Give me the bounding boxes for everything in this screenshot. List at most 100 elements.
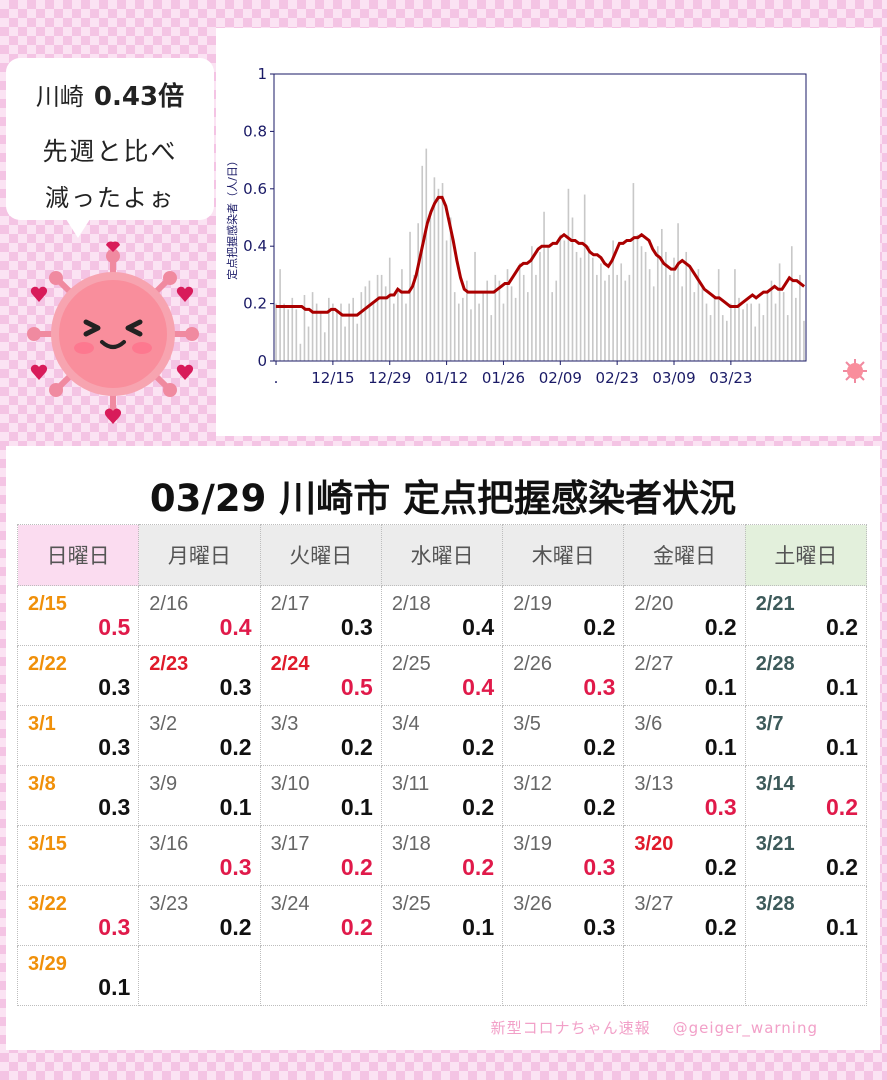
moving-average-line (275, 195, 806, 317)
calendar-cell: 3/26 0.3 (502, 885, 625, 946)
bar (738, 297, 740, 361)
calendar-body: 2/15 0.5 2/16 0.4 2/17 0.3 2/18 0.4 2/19 0.2 2/20 0… (16, 585, 868, 1006)
cell-date: 3/10 (270, 773, 310, 795)
calendar-cell: 3/9 0.1 (138, 765, 261, 826)
bar (795, 297, 797, 361)
bar (336, 309, 338, 361)
calendar-cell: 2/15 0.5 (16, 585, 140, 646)
cell-date: 3/5 (513, 713, 541, 735)
virus-mascot-icon (27, 241, 199, 424)
bar (587, 246, 590, 361)
cell-date: 3/21 (755, 833, 795, 855)
cell-date: 3/8 (28, 773, 56, 795)
cell-date: 2/15 (28, 593, 67, 615)
bar (372, 303, 375, 361)
calendar-cell (380, 945, 504, 1006)
infection-chart: 0 0.2 0.4 0.6 0.8 1 . 12/15 12/29 01/12 01/26 02/0… (225, 65, 807, 387)
cell-value: 0.2 (704, 854, 737, 880)
x-tick-label: 03/09 (652, 369, 695, 387)
calendar-cell: 3/5 0.2 (502, 705, 625, 766)
x-tick-label: . (274, 369, 279, 387)
bar (681, 286, 683, 361)
cell-date: 3/27 (634, 893, 674, 915)
bubble-line-compare: 先週と比べ (42, 137, 178, 166)
bar (417, 223, 419, 361)
cell-value: 0.2 (583, 734, 616, 760)
calendar-week: 2/15 0.5 2/16 0.4 2/17 0.3 2/18 0.4 2/19 0.2 2/20 0… (16, 585, 868, 646)
twitter-handle: @geiger_warning (672, 1019, 818, 1037)
calendar-cell: 2/23 0.3 (138, 645, 261, 706)
bubble-line-ratio: 川崎 0.43倍 (8, 76, 212, 113)
bar (803, 320, 805, 361)
bar (730, 303, 732, 361)
bar (510, 286, 513, 361)
cell-date: 3/16 (149, 833, 189, 855)
cell-value: 0.2 (462, 854, 495, 880)
calendar-table: 日曜日 月曜日 火曜日 水曜日 木曜日 金曜日 土曜日 2/15 0.5 2/16 0.4 2/17… (16, 524, 868, 1006)
cell-date: 3/1 (28, 713, 56, 735)
cell-value: 0.3 (704, 794, 737, 820)
bar (770, 280, 773, 361)
cell-value: 0.4 (219, 614, 252, 640)
calendar-cell: 3/4 0.2 (380, 705, 504, 766)
bar (457, 303, 460, 361)
bar (636, 234, 639, 361)
bar (551, 292, 553, 361)
cell-value: 0.2 (219, 734, 252, 760)
bar (608, 274, 610, 361)
calendar-cell: 3/15 (16, 825, 140, 886)
x-tick-label: 02/09 (539, 369, 582, 387)
calendar-cell: 2/26 0.3 (502, 645, 625, 706)
calendar-cell: 3/16 0.3 (138, 825, 261, 886)
bar (661, 228, 663, 361)
cell-date: 2/23 (149, 653, 189, 675)
bar (522, 274, 525, 361)
cell-date: 2/24 (270, 653, 310, 675)
bar (726, 320, 728, 361)
cell-value: 0.2 (583, 794, 616, 820)
bar (799, 274, 801, 361)
bar (616, 274, 618, 361)
bar (701, 286, 704, 361)
cell-date: 3/9 (149, 773, 178, 795)
bar (677, 223, 679, 361)
bar (734, 269, 736, 361)
cell-date: 3/29 (28, 953, 67, 975)
cell-date: 3/4 (391, 713, 420, 735)
weekday-0: 日曜日 (16, 524, 140, 586)
calendar-week: 3/29 0.1 (16, 945, 868, 1006)
y-axis-label: 定点把握感染者（人/日） (225, 155, 239, 280)
calendar-cell: 2/25 0.4 (380, 645, 504, 706)
bar (596, 274, 598, 361)
bar (762, 315, 765, 361)
bar (774, 303, 777, 361)
bar (644, 251, 647, 361)
calendar-cell: 2/21 0.2 (744, 585, 868, 646)
cell-date: 3/6 (634, 713, 663, 735)
calendar-cell: 3/27 0.2 (623, 885, 746, 946)
bar (409, 231, 411, 361)
bar (494, 274, 497, 361)
y-tick-label: 0.8 (243, 122, 267, 140)
bar (665, 251, 667, 361)
bar (539, 251, 541, 361)
calendar-cell: 2/20 0.2 (623, 585, 746, 646)
bar (287, 309, 290, 361)
bar (583, 194, 586, 361)
bar (340, 303, 342, 361)
page-title: 03/29 川崎市 定点把握感染者状況 (149, 477, 737, 520)
cell-value: 0.1 (462, 914, 495, 940)
x-tick-label: 01/26 (482, 369, 525, 387)
small-virus-icon (843, 359, 867, 383)
cell-date: 3/14 (755, 773, 795, 795)
bar (307, 326, 310, 361)
x-tick-label: 02/23 (596, 369, 639, 387)
cell-date: 2/27 (634, 653, 674, 675)
x-tick-label: 01/12 (425, 369, 468, 387)
calendar-week: 3/22 0.3 3/23 0.2 3/24 0.2 3/25 0.1 3/26 0.3 3/27 0… (16, 885, 868, 946)
bar (782, 292, 785, 361)
bar (721, 315, 724, 361)
calendar-week: 3/15 3/16 0.3 3/17 0.2 3/18 0.2 3/19 0.3 3/20 0.2 3… (16, 825, 868, 886)
calendar-week: 3/1 0.3 3/2 0.2 3/3 0.2 3/4 0.2 3/5 0.2 3/6 0.1 3/7 0… (16, 705, 868, 766)
week-ratio: 0.43倍 (93, 82, 185, 112)
